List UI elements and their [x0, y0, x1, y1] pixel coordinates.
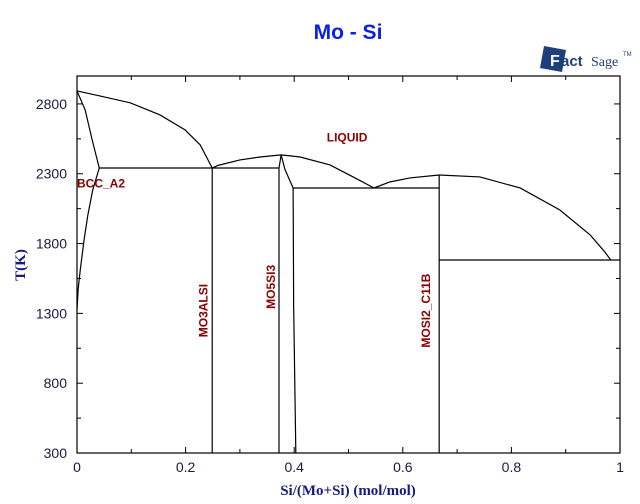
phase-label: BCC_A2 — [77, 177, 125, 191]
x-tick-label: 0.2 — [176, 459, 196, 475]
svg-text:F: F — [550, 53, 560, 70]
svg-text:Sage: Sage — [591, 55, 618, 70]
y-tick-label: 2300 — [36, 166, 67, 182]
liquidus-mo3si-mo5si3 — [211, 154, 282, 169]
phase-label: MOSI2_C11B — [419, 273, 433, 347]
y-tick-label: 1300 — [36, 305, 67, 321]
phase-label: MO5SI3 — [264, 265, 278, 309]
liquidus-eutectic-mosi2 — [373, 174, 440, 189]
y-tick-label: 2800 — [36, 96, 67, 112]
chart-title: Mo - Si — [314, 21, 383, 44]
logo-mark-icon — [540, 46, 566, 72]
svg-text:act: act — [561, 53, 583, 70]
x-tick-label: 0.4 — [284, 459, 304, 475]
phase-label: LIQUID — [327, 131, 368, 145]
y-tick-label: 800 — [44, 375, 68, 391]
x-axis-title: Si/(Mo+Si) (mol/mol) — [280, 483, 416, 499]
phase-label: MO3ALSI — [196, 284, 210, 337]
x-tick-label: 0.6 — [393, 459, 413, 475]
liquidus-mo5si3-eutectic — [281, 154, 375, 189]
y-tick-label: 1800 — [36, 236, 67, 252]
liquidus-si-side — [439, 174, 612, 261]
x-tick-label: 1 — [616, 459, 624, 475]
bcc-solidus — [76, 90, 100, 169]
y-tick-label: 300 — [44, 445, 68, 461]
liquidus-mo-side — [76, 90, 213, 169]
bcc-solvus — [76, 167, 100, 311]
x-tick-label: 0 — [73, 459, 81, 475]
factsage-logo: F act Sage TM — [540, 46, 632, 72]
mo5si3-right-boundary — [280, 154, 297, 454]
svg-text:TM: TM — [623, 52, 632, 58]
y-axis-title: T(K) — [13, 249, 29, 281]
mo5si3-left-boundary — [278, 154, 282, 453]
x-tick-label: 0.8 — [502, 459, 522, 475]
